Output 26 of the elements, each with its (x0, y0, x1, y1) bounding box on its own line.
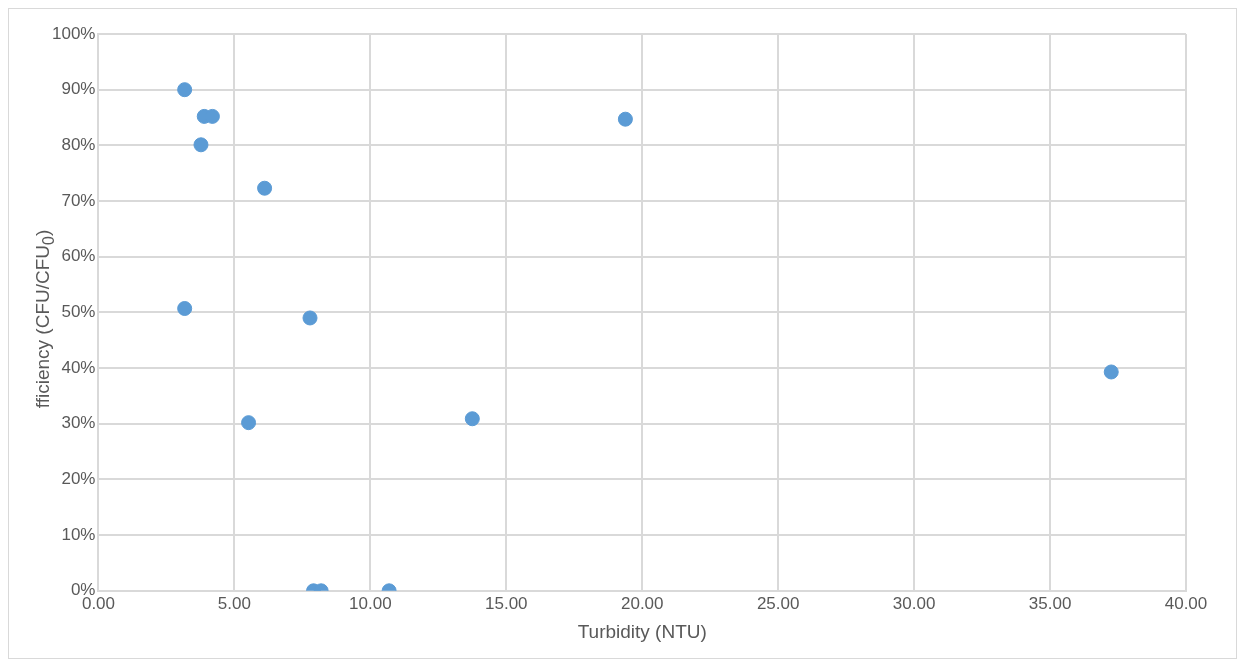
x-tick-label: 35.00 (1028, 593, 1072, 613)
x-tick-label: 30.00 (892, 593, 936, 613)
point (1103, 364, 1119, 380)
y-tick-label: 50% (61, 302, 96, 322)
x-tick-label: 15.00 (485, 593, 528, 613)
y-tick-label: 10% (61, 524, 96, 544)
y-tick-label: 60% (61, 246, 96, 266)
x-tick-label: 10.00 (349, 593, 392, 613)
y-tick-label: 70% (61, 190, 96, 210)
x-tick-label: 5.00 (217, 593, 251, 613)
y-tick-label: 100% (52, 23, 96, 43)
point (193, 137, 209, 153)
y-tick-label: 80% (61, 135, 96, 155)
x-axis-title: Turbidity (NTU) (577, 620, 707, 642)
y-tick-label: 40% (61, 357, 96, 377)
y-tick-label: 30% (61, 413, 96, 433)
point (617, 111, 633, 127)
point (177, 82, 193, 98)
point (177, 301, 193, 316)
x-tick-label: 25.00 (756, 593, 800, 613)
point (257, 180, 273, 196)
x-tick-label: 20.00 (620, 593, 664, 613)
y-tick-label: 20% (61, 469, 96, 489)
point (302, 310, 318, 326)
y-tick-label: 90% (61, 79, 96, 99)
x-tick-label: 40.00 (1164, 593, 1208, 613)
